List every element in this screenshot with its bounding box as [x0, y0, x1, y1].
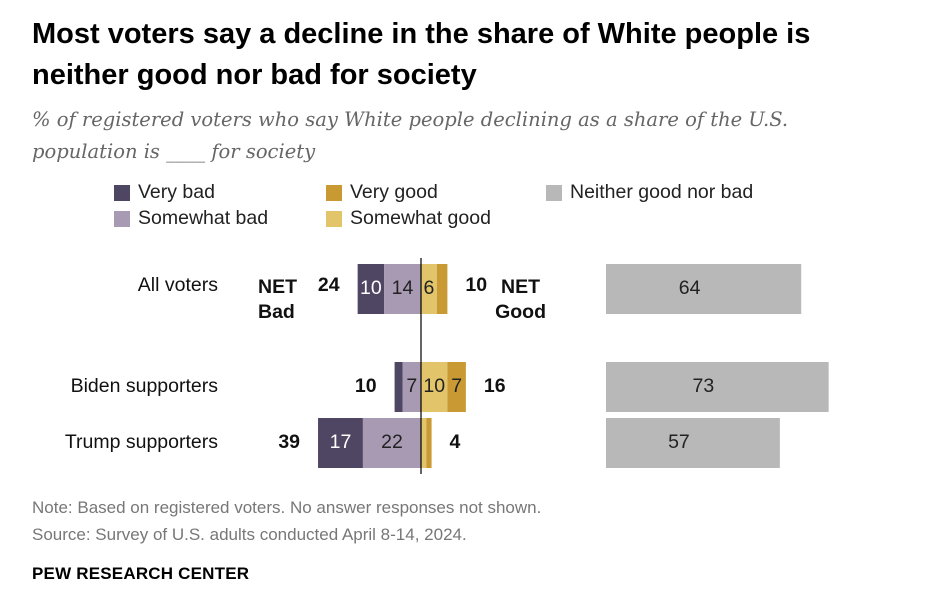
- chart-subtitle: % of registered voters who say White peo…: [32, 108, 789, 163]
- bar-very-bad-all-voters: [357, 264, 385, 314]
- net-bad-label-line2: Bad: [258, 301, 295, 323]
- bar-somewhat-bad-biden-supporters: [402, 362, 421, 412]
- chart-source: Source: Survey of U.S. adults conducted …: [32, 525, 467, 544]
- legend-label-very-bad: Very bad: [138, 181, 215, 203]
- net-good-value-trump-supporters: 4: [450, 431, 461, 453]
- bar-neither-all-voters: [606, 264, 802, 314]
- data-label-somewhat-good-biden-supporters: 10: [423, 375, 445, 397]
- bar-neither-biden-supporters: [606, 362, 829, 412]
- legend-somewhat-good: Somewhat good: [326, 207, 491, 230]
- bar-very-good-all-voters: [436, 264, 448, 314]
- legend-swatch-somewhat-good: [326, 210, 342, 227]
- data-label-somewhat-bad-biden-supporters: 7: [406, 375, 417, 397]
- legend-swatch-somewhat-bad: [114, 210, 130, 227]
- net-bad-value-biden-supporters: 10: [355, 375, 377, 397]
- bar-very-good-biden-supporters: [447, 362, 466, 412]
- bar-very-bad-biden-supporters: [394, 362, 403, 412]
- net-good-label-line2: Good: [495, 301, 546, 323]
- legend-label-somewhat-good: Somewhat good: [350, 207, 491, 229]
- legend-swatch-very-good: [326, 184, 342, 201]
- data-label-very-good-biden-supporters: 7: [451, 375, 462, 397]
- legend: Very bad Very good Neither good nor bad …: [0, 178, 948, 238]
- data-label-somewhat-good-all-voters: 6: [423, 277, 434, 299]
- legend-swatch-neither: [546, 184, 562, 201]
- net-bad-label-line1: NET: [258, 276, 297, 298]
- legend-label-neither: Neither good nor bad: [570, 181, 754, 203]
- net-good-value-all-voters: 10: [465, 274, 487, 296]
- data-label-somewhat-bad-all-voters: 14: [392, 277, 414, 299]
- category-label-all-voters: All voters: [138, 274, 218, 296]
- bar-somewhat-good-all-voters: [421, 264, 437, 314]
- data-label-very-bad-trump-supporters: 17: [330, 431, 352, 453]
- category-label-trump-supporters: Trump supporters: [65, 431, 218, 453]
- data-label-neither-biden-supporters: 73: [692, 375, 714, 397]
- bar-somewhat-bad-trump-supporters: [362, 418, 421, 468]
- bar-somewhat-good-biden-supporters: [421, 362, 448, 412]
- legend-swatch-very-bad: [114, 184, 130, 201]
- legend-label-somewhat-bad: Somewhat bad: [138, 207, 269, 229]
- data-label-neither-all-voters: 64: [679, 277, 701, 299]
- bar-somewhat-good-trump-supporters: [421, 418, 427, 468]
- bar-neither-trump-supporters: [606, 418, 780, 468]
- legend-very-bad: Very bad: [114, 181, 215, 204]
- legend-somewhat-bad: Somewhat bad: [114, 207, 268, 230]
- bar-very-bad-trump-supporters: [318, 418, 363, 468]
- chart-title: Most voters say a decline in the share o…: [32, 18, 811, 91]
- net-good-label-line1: NET: [501, 276, 540, 298]
- category-label-biden-supporters: Biden supporters: [71, 375, 219, 397]
- data-label-very-bad-all-voters: 10: [360, 277, 382, 299]
- data-label-somewhat-bad-trump-supporters: 22: [381, 431, 403, 453]
- data-label-neither-trump-supporters: 57: [668, 431, 690, 453]
- legend-very-good: Very good: [326, 181, 438, 204]
- net-good-value-biden-supporters: 16: [484, 375, 506, 397]
- legend-neither: Neither good nor bad: [546, 181, 753, 204]
- net-bad-value-trump-supporters: 39: [278, 431, 300, 453]
- net-bad-value-all-voters: 24: [318, 274, 340, 296]
- legend-label-very-good: Very good: [350, 181, 438, 203]
- bar-very-good-trump-supporters: [426, 418, 432, 468]
- chart-note: Note: Based on registered voters. No ans…: [32, 498, 542, 517]
- org-name: PEW RESEARCH CENTER: [32, 564, 250, 583]
- bar-somewhat-bad-all-voters: [384, 264, 421, 314]
